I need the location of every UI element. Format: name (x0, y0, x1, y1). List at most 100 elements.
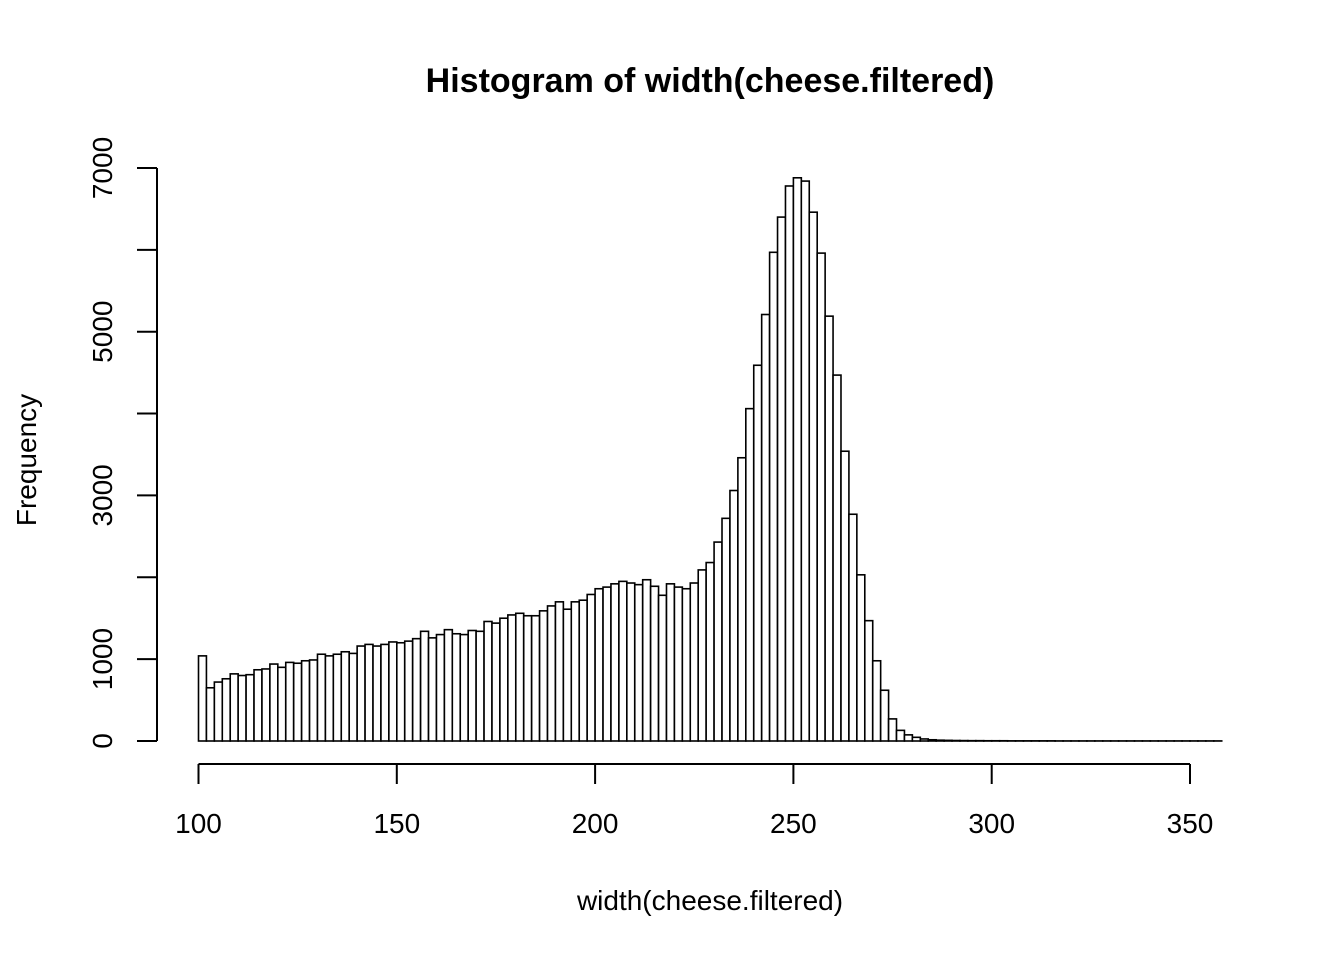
histogram-bar (316, 653, 327, 742)
histogram-bar (554, 601, 565, 742)
histogram-bar (626, 582, 636, 742)
x-tick-label: 250 (770, 808, 817, 839)
x-axis: 100 150 200 250 300 350 (175, 763, 1214, 839)
histogram-bar (745, 407, 755, 742)
histogram-bar (546, 605, 557, 742)
x-tick-label: 350 (1167, 808, 1214, 839)
histogram-bar (697, 569, 707, 742)
histogram-bar (522, 614, 533, 742)
histogram-bar (610, 583, 620, 742)
histogram-bar (705, 561, 715, 742)
chart-title: Histogram of width(cheese.filtered) (426, 62, 995, 100)
histogram-bar (760, 313, 771, 742)
histogram-bar (292, 662, 303, 742)
histogram-bar (427, 637, 438, 742)
histogram-bar (570, 601, 581, 742)
y-axis: 0 1000 3000 5000 7000 (87, 137, 158, 749)
histogram-bar (411, 637, 422, 742)
y-tick-label: 7000 (87, 137, 118, 199)
histogram-bar (903, 734, 914, 742)
histogram-bar (768, 251, 779, 742)
histogram-bar (530, 614, 541, 742)
x-axis-label: width(cheese.filtered) (576, 885, 843, 916)
histogram-bar (237, 674, 247, 742)
histogram-bar (253, 668, 263, 742)
histogram-bar (729, 489, 739, 742)
histogram-bar (895, 729, 906, 742)
x-tick-label: 150 (373, 808, 420, 839)
histogram-bar (324, 655, 335, 742)
histogram-bar (364, 643, 374, 742)
histogram-bar (602, 586, 612, 742)
histogram-bar (808, 211, 818, 742)
histogram-bar (284, 661, 295, 742)
histogram-bar (689, 582, 700, 742)
histogram-bar (943, 739, 953, 742)
histogram-bar (340, 650, 351, 742)
histogram-bar (562, 608, 573, 742)
histogram-bar (824, 315, 834, 742)
histogram-bar (713, 541, 723, 742)
histogram-bar (538, 610, 549, 742)
y-tick-label: 1000 (87, 628, 118, 690)
histogram-bar (300, 659, 311, 742)
histogram-bar (649, 585, 660, 742)
histogram-bar (451, 632, 462, 742)
histogram-bar (332, 653, 343, 742)
histogram-bar (403, 640, 414, 742)
histogram-bar (395, 641, 406, 742)
histogram-bar (459, 633, 469, 742)
histogram-bar (483, 620, 493, 742)
histogram-bar (308, 659, 319, 742)
histogram-bar (848, 513, 858, 742)
histogram-bar (205, 686, 216, 742)
histogram-bar (475, 630, 485, 742)
histogram-bar (887, 718, 898, 742)
histogram-bar (221, 677, 232, 742)
histogram-bar (673, 586, 684, 742)
histogram-bar (372, 645, 382, 742)
histogram-bar (911, 736, 922, 742)
histogram-bar (435, 633, 446, 742)
histogram-bar (443, 628, 454, 742)
y-tick-label: 0 (87, 733, 118, 749)
histogram-bar (269, 663, 279, 742)
histogram-bar (681, 587, 692, 742)
histogram-bar (856, 574, 866, 742)
histogram-bar (245, 673, 255, 742)
histogram-bar (927, 738, 937, 742)
histogram-bar (356, 645, 366, 742)
histogram-bar (816, 252, 826, 742)
histogram-bar (507, 614, 517, 742)
histogram-bar (514, 612, 525, 742)
histogram-bar (919, 738, 930, 742)
histogram-bar (261, 668, 271, 742)
histogram-bar (784, 185, 795, 742)
histogram-bar (419, 630, 430, 742)
histogram-bar (641, 578, 652, 742)
x-tick-label: 300 (968, 808, 1015, 839)
histogram-bar (776, 216, 787, 742)
histogram-bar (721, 517, 731, 742)
histogram-bar (737, 456, 747, 742)
histogram-bar (578, 599, 588, 742)
histogram-bar (800, 180, 811, 742)
histogram-bar (380, 643, 390, 742)
histogram-bar (840, 450, 850, 742)
histogram-bar (229, 673, 239, 742)
histogram-bars (197, 177, 1223, 742)
histogram-bar (657, 594, 668, 742)
histogram-bar (348, 652, 358, 742)
histogram-bar (499, 617, 509, 742)
x-tick-label: 200 (572, 808, 619, 839)
histogram-bar (879, 689, 890, 742)
histogram-bar (197, 655, 208, 742)
histogram-bar (871, 659, 882, 742)
histogram-bar (491, 622, 501, 742)
histogram-bar (586, 593, 596, 742)
histogram-bar (633, 583, 644, 742)
histogram-bar (935, 739, 945, 742)
histogram-bar (618, 580, 628, 742)
y-tick-label: 3000 (87, 464, 118, 526)
